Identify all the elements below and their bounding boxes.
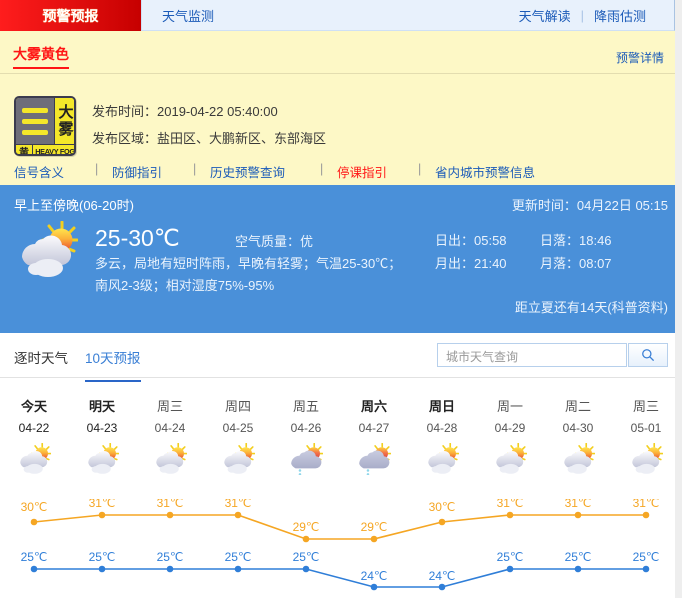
- svg-text:24℃: 24℃: [429, 569, 456, 583]
- svg-text:25℃: 25℃: [565, 550, 592, 564]
- svg-text:25℃: 25℃: [497, 550, 524, 564]
- svg-text:25℃: 25℃: [21, 550, 48, 564]
- svg-text:25℃: 25℃: [157, 550, 184, 564]
- svg-text:31℃: 31℃: [565, 499, 592, 510]
- svg-text:31℃: 31℃: [225, 499, 252, 510]
- svg-text:30℃: 30℃: [429, 500, 456, 514]
- svg-text:31℃: 31℃: [157, 499, 184, 510]
- svg-text:25℃: 25℃: [633, 550, 660, 564]
- svg-text:25℃: 25℃: [225, 550, 252, 564]
- svg-text:31℃: 31℃: [89, 499, 116, 510]
- svg-text:31℃: 31℃: [633, 499, 660, 510]
- svg-text:31℃: 31℃: [497, 499, 524, 510]
- svg-text:24℃: 24℃: [361, 569, 388, 583]
- svg-text:25℃: 25℃: [89, 550, 116, 564]
- svg-text:25℃: 25℃: [293, 550, 320, 564]
- svg-text:30℃: 30℃: [21, 500, 48, 514]
- svg-text:29℃: 29℃: [361, 520, 388, 534]
- svg-text:29℃: 29℃: [293, 520, 320, 534]
